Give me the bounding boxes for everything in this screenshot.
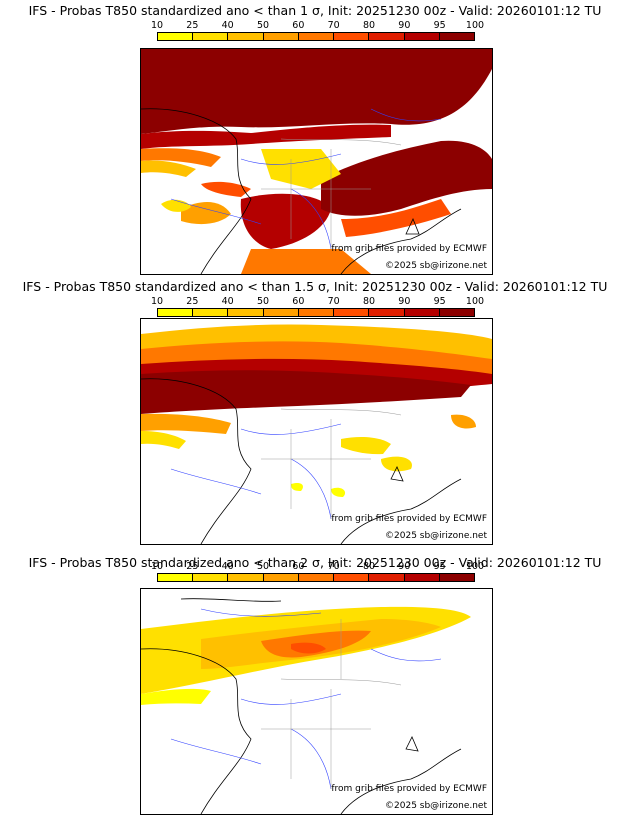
colorbar-tick-label: 50 bbox=[256, 561, 270, 572]
colorbar-tick-label: 70 bbox=[327, 20, 340, 31]
colorbar-tick-label: 90 bbox=[398, 296, 411, 307]
forecast-panel-1: IFS - Probas T850 standardized ano < tha… bbox=[0, 0, 630, 276]
colorbar-tick-label: 60 bbox=[292, 20, 305, 31]
map-drawing bbox=[141, 49, 492, 274]
colorbar-segment bbox=[263, 309, 299, 316]
colorbar-tick-label: 80 bbox=[362, 20, 376, 31]
source-credit: from grib files provided by ECMWF bbox=[331, 244, 487, 254]
forecast-panel-2: IFS - Probas T850 standardized ano < tha… bbox=[0, 276, 630, 552]
panel-title: IFS - Probas T850 standardized ano < tha… bbox=[28, 555, 602, 570]
colorbar-segment bbox=[334, 33, 370, 40]
coastlines bbox=[141, 378, 462, 544]
colorbar-tick-label: 25 bbox=[186, 296, 199, 307]
rivers bbox=[170, 423, 342, 520]
colorbar-segment bbox=[263, 574, 299, 581]
colorbar bbox=[157, 573, 475, 582]
colorbar-tick-label: 60 bbox=[292, 296, 305, 307]
copyright-credit: ©2025 sb@irizone.net bbox=[385, 261, 487, 271]
colorbar-tick-label: 40 bbox=[221, 561, 234, 572]
colorbar-tick-label: 90 bbox=[398, 20, 411, 31]
colorbar-segment bbox=[193, 309, 229, 316]
panel-title: IFS - Probas T850 standardized ano < tha… bbox=[28, 3, 602, 18]
colorbar-segment bbox=[404, 574, 440, 581]
colorbar-tick-label: 10 bbox=[150, 561, 164, 572]
colorbar-segment bbox=[439, 309, 474, 316]
colorbar-tick-label: 40 bbox=[221, 296, 234, 307]
probability-field bbox=[141, 324, 492, 497]
probability-map: from grib files provided by ECMWF ©2025 … bbox=[140, 588, 493, 815]
borders bbox=[261, 138, 402, 249]
colorbar-tick-label: 100 bbox=[465, 20, 485, 31]
colorbar-ticks: 10 25 40 50 60 70 80 90 95 100 bbox=[151, 20, 484, 31]
colorbar-segment bbox=[158, 33, 194, 40]
colorbar-segment bbox=[158, 309, 194, 316]
borders bbox=[261, 619, 402, 789]
colorbar-tick-label: 80 bbox=[362, 561, 376, 572]
colorbar bbox=[157, 32, 475, 41]
colorbar-segment bbox=[193, 33, 229, 40]
borders bbox=[261, 408, 402, 519]
probability-map: from grib files provided by ECMWF ©2025 … bbox=[140, 318, 493, 545]
colorbar bbox=[157, 308, 475, 317]
colorbar-segment bbox=[369, 574, 405, 581]
colorbar-segment bbox=[158, 574, 194, 581]
colorbar-tick-label: 25 bbox=[186, 20, 199, 31]
colorbar-tick-label: 50 bbox=[256, 20, 270, 31]
copyright-credit: ©2025 sb@irizone.net bbox=[385, 801, 487, 811]
probability-map: from grib files provided by ECMWF ©2025 … bbox=[140, 48, 493, 275]
colorbar-segment bbox=[334, 309, 370, 316]
colorbar-segment bbox=[263, 33, 299, 40]
colorbar-segment bbox=[228, 574, 264, 581]
coastlines bbox=[141, 598, 462, 814]
colorbar-segment bbox=[228, 33, 264, 40]
colorbar-segment bbox=[298, 309, 335, 316]
colorbar-segment bbox=[439, 574, 474, 581]
colorbar-segment bbox=[369, 309, 405, 316]
colorbar-segment bbox=[298, 33, 335, 40]
colorbar-ticks: 10 25 40 50 60 70 80 90 95 100 bbox=[151, 561, 484, 572]
colorbar-ticks: 10 25 40 50 60 70 80 90 95 100 bbox=[151, 296, 484, 307]
colorbar-tick-label: 95 bbox=[433, 296, 446, 307]
colorbar-tick-label: 100 bbox=[465, 296, 485, 307]
copyright-credit: ©2025 sb@irizone.net bbox=[385, 531, 487, 541]
colorbar-segment bbox=[228, 309, 264, 316]
colorbar-tick-label: 70 bbox=[327, 296, 340, 307]
colorbar-tick-label: 100 bbox=[465, 561, 485, 572]
colorbar-tick-label: 50 bbox=[256, 296, 270, 307]
colorbar-tick-label: 90 bbox=[398, 561, 411, 572]
colorbar-segment bbox=[404, 33, 440, 40]
colorbar-tick-label: 70 bbox=[327, 561, 340, 572]
colorbar-segment bbox=[439, 33, 474, 40]
colorbar-tick-label: 40 bbox=[221, 20, 234, 31]
panel-title: IFS - Probas T850 standardized ano < tha… bbox=[22, 279, 608, 294]
colorbar-tick-label: 60 bbox=[292, 561, 305, 572]
probability-field bbox=[141, 49, 492, 274]
colorbar-tick-label: 10 bbox=[150, 20, 164, 31]
source-credit: from grib files provided by ECMWF bbox=[331, 784, 487, 794]
map-drawing bbox=[141, 324, 492, 544]
colorbar-tick-label: 80 bbox=[362, 296, 376, 307]
forecast-panel-3: IFS - Probas T850 standardized ano < tha… bbox=[0, 552, 630, 828]
colorbar-segment bbox=[404, 309, 440, 316]
source-credit: from grib files provided by ECMWF bbox=[331, 514, 487, 524]
colorbar-segment bbox=[369, 33, 405, 40]
colorbar-tick-label: 25 bbox=[186, 561, 199, 572]
probability-field bbox=[141, 606, 471, 705]
colorbar-tick-label: 95 bbox=[433, 561, 446, 572]
colorbar-segment bbox=[334, 574, 370, 581]
coastlines bbox=[141, 108, 462, 274]
colorbar-tick-label: 95 bbox=[433, 20, 446, 31]
colorbar-tick-label: 10 bbox=[150, 296, 164, 307]
colorbar-segment bbox=[193, 574, 229, 581]
map-drawing bbox=[141, 598, 471, 814]
colorbar-segment bbox=[298, 574, 335, 581]
